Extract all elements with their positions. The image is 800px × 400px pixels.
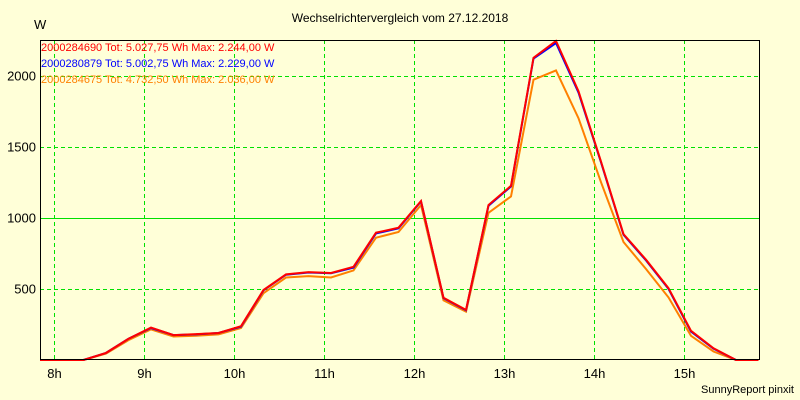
x-tick-label: 11h bbox=[314, 366, 335, 381]
chart-title: Wechselrichtervergleich vom 27.12.2018 bbox=[291, 11, 509, 25]
series-line-2000284675 bbox=[40, 69, 759, 361]
series-line-2000284690 bbox=[40, 39, 759, 361]
x-tick-label: 10h bbox=[224, 366, 246, 381]
x-tick-label: 13h bbox=[494, 366, 516, 381]
y-tick-label: 1500 bbox=[7, 140, 36, 155]
y-axis-unit: W bbox=[34, 17, 47, 32]
legend-entry-2: 2000280879 Tot: 5.002,75 Wh Max: 2.229,0… bbox=[41, 58, 275, 70]
footer-credit: SunnyReport pinxit bbox=[701, 384, 794, 396]
x-tick-label: 8h bbox=[47, 366, 61, 381]
y-tick-label: 2000 bbox=[7, 69, 36, 84]
x-tick-label: 14h bbox=[584, 366, 606, 381]
legend-entry-3: 2000284675 Tot: 4.732,50 Wh Max: 2.036,0… bbox=[41, 74, 275, 86]
y-tick-label: 1000 bbox=[7, 211, 36, 226]
x-tick-label: 12h bbox=[404, 366, 426, 381]
legend-entry-1: 2000284690 Tot: 5.027,75 Wh Max: 2.244,0… bbox=[41, 42, 275, 54]
x-tick-label: 15h bbox=[674, 366, 696, 381]
y-tick-label: 500 bbox=[14, 282, 36, 297]
plot-area bbox=[40, 40, 760, 360]
x-tick-label: 9h bbox=[137, 366, 151, 381]
